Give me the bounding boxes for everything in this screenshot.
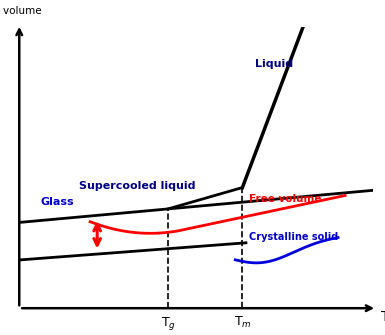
- Text: Glass: Glass: [40, 197, 74, 207]
- Text: Liquid: Liquid: [255, 59, 293, 69]
- Text: T$_g$: T$_g$: [161, 315, 176, 332]
- Text: ic volume: ic volume: [0, 6, 42, 15]
- Text: Crystalline solid: Crystalline solid: [249, 232, 339, 242]
- Text: T$_m$: T$_m$: [234, 315, 251, 330]
- Text: Free volume: Free volume: [249, 194, 322, 204]
- Text: T: T: [380, 310, 385, 324]
- Text: Supercooled liquid: Supercooled liquid: [79, 181, 196, 191]
